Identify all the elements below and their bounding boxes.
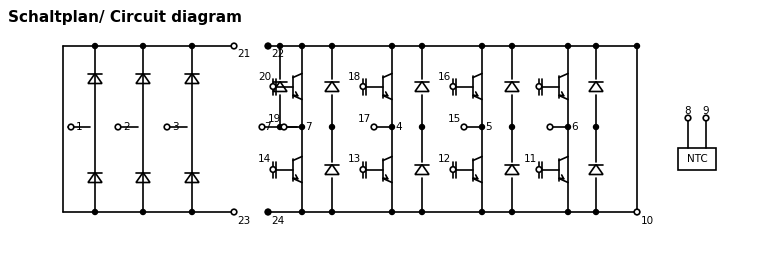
Circle shape [547,124,552,130]
Circle shape [329,43,335,49]
Text: 7: 7 [264,122,271,132]
Circle shape [565,124,571,130]
Circle shape [420,210,424,214]
Circle shape [479,124,485,130]
Text: NTC: NTC [687,154,707,164]
Circle shape [594,43,598,49]
Circle shape [277,43,283,49]
Text: 7: 7 [305,122,312,132]
Circle shape [231,209,237,215]
Circle shape [92,210,98,214]
Text: 17: 17 [357,114,371,124]
Circle shape [450,167,456,172]
Circle shape [329,124,335,130]
Circle shape [635,43,639,49]
Circle shape [479,210,485,214]
Circle shape [271,84,276,89]
Circle shape [389,210,395,214]
Text: 14: 14 [258,154,271,165]
Circle shape [420,124,424,130]
Circle shape [565,43,571,49]
Text: 21: 21 [237,49,250,59]
Circle shape [115,124,121,130]
Circle shape [536,167,542,172]
Circle shape [389,124,395,130]
Text: 3: 3 [172,122,178,132]
Circle shape [594,210,598,214]
Text: Schaltplan/ Circuit diagram: Schaltplan/ Circuit diagram [8,10,242,25]
Text: 4: 4 [395,122,402,132]
Circle shape [565,210,571,214]
Text: 1: 1 [76,122,82,132]
Circle shape [265,43,271,49]
Text: 9: 9 [703,106,709,116]
Circle shape [259,124,265,130]
Text: 6: 6 [571,122,578,132]
Circle shape [265,210,271,214]
Text: 20: 20 [258,71,271,82]
Circle shape [360,167,366,172]
Circle shape [299,43,305,49]
Text: 19: 19 [267,114,281,124]
Text: 2: 2 [123,122,130,132]
Circle shape [703,115,709,121]
Circle shape [450,84,456,89]
Circle shape [231,43,237,49]
Circle shape [685,115,691,121]
Circle shape [635,210,639,214]
Circle shape [461,124,467,130]
Circle shape [479,43,485,49]
Circle shape [265,43,271,49]
Text: 23: 23 [237,216,250,226]
Circle shape [140,210,146,214]
Circle shape [164,124,170,130]
Circle shape [92,43,98,49]
Circle shape [299,210,305,214]
Text: 5: 5 [485,122,491,132]
Circle shape [360,84,366,89]
Circle shape [389,43,395,49]
Text: 15: 15 [448,114,461,124]
Circle shape [140,43,146,49]
Circle shape [510,210,514,214]
Circle shape [329,210,335,214]
Circle shape [420,43,424,49]
Bar [678,148,716,170]
Circle shape [594,124,598,130]
Text: 18: 18 [347,71,361,82]
Circle shape [371,124,376,130]
Text: 11: 11 [523,154,537,165]
Circle shape [634,209,640,215]
Circle shape [69,124,74,130]
Circle shape [510,124,514,130]
Circle shape [190,43,194,49]
Circle shape [265,209,271,215]
Circle shape [281,124,287,130]
Text: 12: 12 [437,154,451,165]
Text: 8: 8 [685,106,691,116]
Text: 22: 22 [271,49,284,59]
Circle shape [277,124,283,130]
Circle shape [536,84,542,89]
Text: 16: 16 [437,71,451,82]
Circle shape [299,124,305,130]
Circle shape [271,167,276,172]
Text: 10: 10 [641,216,654,226]
Text: 13: 13 [347,154,361,165]
Circle shape [510,43,514,49]
Circle shape [190,210,194,214]
Text: 24: 24 [271,216,284,226]
